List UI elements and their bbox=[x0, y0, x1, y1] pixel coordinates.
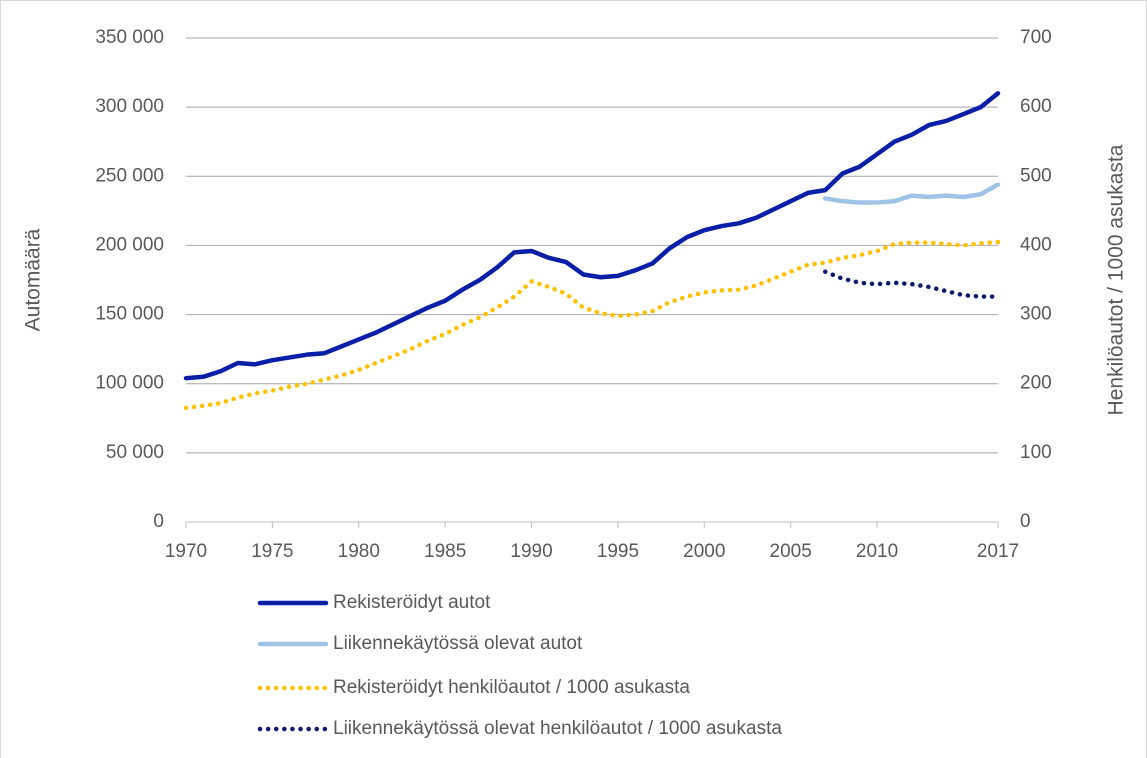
x-tick-label: 1990 bbox=[510, 541, 552, 562]
x-tick-label: 2017 bbox=[977, 541, 1019, 562]
y2-tick-label: 300 bbox=[1020, 304, 1052, 325]
series-line bbox=[822, 269, 1001, 299]
y-tick-label: 350 000 bbox=[95, 27, 164, 48]
y2-tick-label: 100 bbox=[1020, 442, 1052, 463]
series-line bbox=[183, 91, 1001, 381]
legend-label: Rekisteröidyt autot bbox=[333, 592, 491, 613]
x-tick-label: 1970 bbox=[165, 541, 207, 562]
x-tick-label: 2005 bbox=[770, 541, 812, 562]
y-tick-label: 200 000 bbox=[95, 234, 164, 255]
y2-tick-label: 500 bbox=[1020, 165, 1052, 186]
y-tick-label: 100 000 bbox=[95, 373, 164, 394]
x-tick-label: 2000 bbox=[683, 541, 725, 562]
y2-tick-label: 0 bbox=[1020, 511, 1031, 532]
x-tick-label: 1985 bbox=[424, 541, 466, 562]
legend-label: Liikennekäytössä olevat henkilöautot / 1… bbox=[333, 718, 782, 739]
y-axis-title: Automäärä bbox=[22, 228, 45, 331]
y2-tick-label: 200 bbox=[1020, 373, 1052, 394]
y2-tick-label: 400 bbox=[1020, 234, 1052, 255]
y2-tick-label: 700 bbox=[1020, 27, 1052, 48]
x-tick-label: 2010 bbox=[856, 541, 898, 562]
y-tick-label: 150 000 bbox=[95, 304, 164, 325]
y-tick-label: 50 000 bbox=[106, 442, 164, 463]
legend-label: Liikennekäytössä olevat autot bbox=[333, 633, 583, 654]
y-tick-label: 300 000 bbox=[95, 96, 164, 117]
y-tick-label: 250 000 bbox=[95, 165, 164, 186]
x-tick-label: 1995 bbox=[597, 541, 639, 562]
x-tick-label: 1980 bbox=[338, 541, 380, 562]
y2-axis-title: Henkilöautot / 1000 asukasta bbox=[1105, 144, 1128, 415]
series-line bbox=[183, 239, 1001, 411]
y-tick-label: 0 bbox=[153, 511, 164, 532]
y2-tick-label: 600 bbox=[1020, 96, 1052, 117]
x-tick-label: 1975 bbox=[251, 541, 293, 562]
legend-label: Rekisteröidyt henkilöautot / 1000 asukas… bbox=[333, 677, 690, 698]
series-line bbox=[822, 182, 1001, 205]
